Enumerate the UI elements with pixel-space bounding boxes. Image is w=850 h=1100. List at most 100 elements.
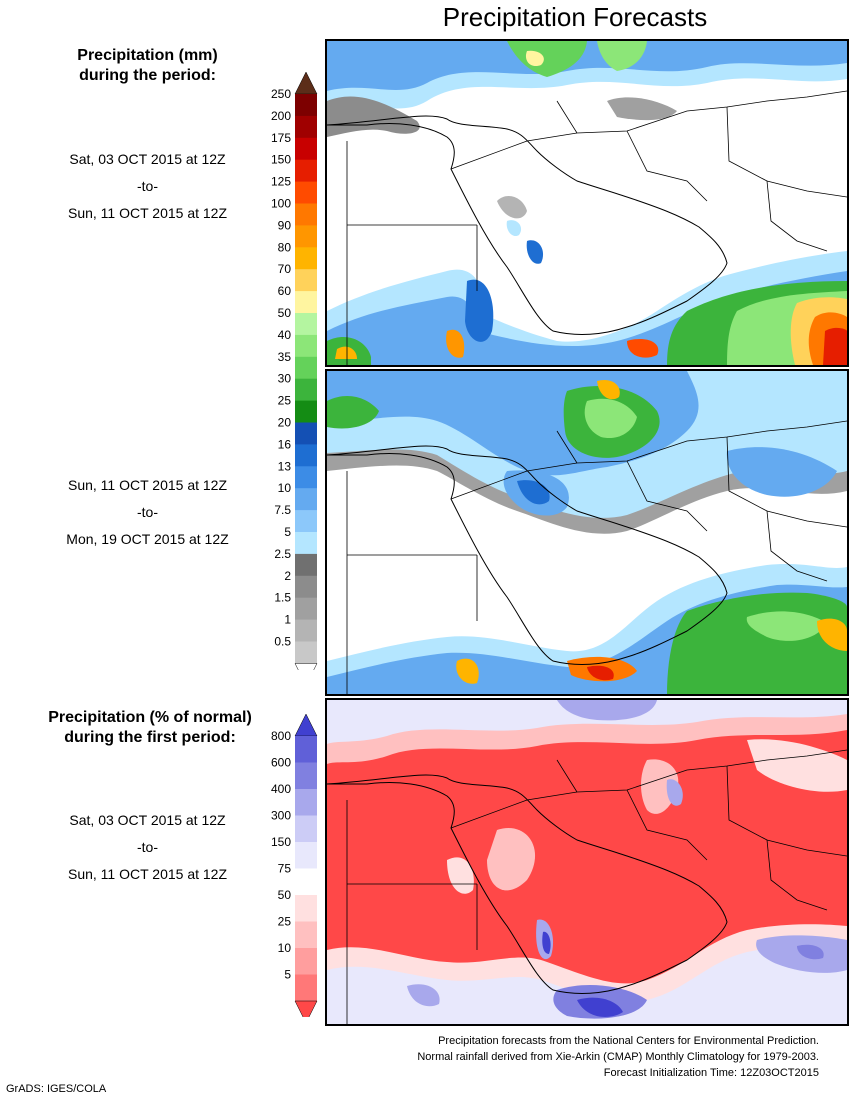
legend-tick-label: 10 (278, 941, 292, 955)
legend-swatch (295, 137, 317, 161)
legend-tick-label: 70 (278, 262, 292, 276)
legend-upper-arrow (294, 71, 318, 95)
period-to: -to- (137, 178, 158, 194)
legend-tick-label: 50 (278, 306, 292, 320)
legend-tick-label: 2.5 (274, 547, 291, 561)
legend-swatch (295, 444, 317, 467)
panel1-heading: Precipitation (mm) during the period: (30, 46, 265, 86)
precip-pct-legend: 800 600 400 300 150 75 50 25 10 5 (262, 712, 324, 1017)
panel3-heading: Precipitation (% of normal) during the f… (25, 708, 275, 748)
panel3-period: Sat, 03 OCT 2015 at 12Z -to- Sun, 11 OCT… (30, 813, 265, 894)
period-end: Sun, 11 OCT 2015 at 12Z (67, 205, 228, 221)
legend-swatch (295, 789, 317, 816)
legend-swatch (295, 356, 317, 380)
legend-tick-label: 125 (271, 175, 291, 189)
precip-map-week2 (327, 371, 847, 694)
page-title: Precipitation Forecasts (442, 2, 708, 32)
legend-swatch (295, 269, 317, 292)
legend-swatch (295, 291, 317, 314)
legend-tick-label: 0.5 (274, 635, 291, 649)
legend-tick-label: 80 (278, 240, 292, 254)
legend-swatch (295, 974, 317, 1002)
panel1-heading-line2: during the period: (79, 67, 216, 84)
panel3-heading-line2: during the first period: (64, 729, 236, 746)
legend-swatch (295, 94, 317, 117)
legend-swatch (295, 736, 317, 763)
period-start: Sun, 11 OCT 2015 at 12Z (67, 477, 228, 493)
legend-swatch (295, 334, 317, 358)
legend-swatch (295, 488, 317, 511)
software-credit: GrADS: IGES/COLA (6, 1083, 107, 1095)
panel1-heading-line1: Precipitation (mm) (77, 47, 218, 64)
footer-notes: Precipitation forecasts from the Nationa… (417, 1033, 819, 1081)
legend-tick-label: 75 (278, 862, 292, 876)
footer-line-init: Forecast Initialization Time: 12Z03OCT20… (603, 1067, 819, 1079)
legend-tick-label: 800 (271, 729, 291, 743)
legend-tick-label: 1.5 (274, 591, 291, 605)
legend-tick-label: 1 (284, 613, 291, 627)
legend-swatch (295, 378, 317, 401)
legend-tick-label: 35 (278, 350, 292, 364)
legend-tick-label: 100 (271, 197, 291, 211)
legend-tick-label: 150 (271, 835, 291, 849)
legend-swatch (295, 868, 317, 896)
legend-tick-label: 200 (271, 109, 291, 123)
legend-swatch (295, 181, 317, 204)
period-start: Sat, 03 OCT 2015 at 12Z (69, 151, 226, 167)
legend-swatch (295, 225, 317, 248)
period-to: -to- (137, 504, 158, 520)
legend-tick-label: 50 (278, 888, 292, 902)
precip-pct-colorbar: 800 600 400 300 150 75 50 25 10 5 (271, 713, 318, 1017)
legend-swatch (295, 510, 317, 533)
legend-swatch (295, 575, 317, 599)
precip-map-week1 (327, 41, 847, 365)
period-end: Mon, 19 OCT 2015 at 12Z (66, 531, 229, 547)
legend-swatch (295, 762, 317, 790)
legend-swatch (295, 619, 317, 642)
legend-tick-label: 600 (271, 756, 291, 770)
precip-percent-map (327, 700, 847, 1024)
legend-tick-label: 13 (278, 459, 292, 473)
map-panel-week2 (325, 369, 849, 696)
legend-tick-label: 25 (278, 915, 292, 929)
legend-tick-label: 16 (278, 437, 292, 451)
panel2-period: Sun, 11 OCT 2015 at 12Z -to- Mon, 19 OCT… (30, 478, 265, 559)
legend-swatch (295, 553, 317, 577)
legend-swatch (295, 948, 317, 975)
legend-swatch (295, 597, 317, 620)
legend-tick-label: 30 (278, 372, 292, 386)
legend-tick-label: 7.5 (274, 503, 291, 517)
legend-swatch (295, 641, 317, 664)
legend-lower-arrow (294, 1000, 318, 1017)
legend-swatch (295, 815, 317, 843)
legend-swatch (295, 203, 317, 226)
legend-swatch (295, 159, 317, 182)
legend-tick-label: 300 (271, 809, 291, 823)
legend-swatch (295, 115, 317, 139)
legend-tick-label: 20 (278, 416, 292, 430)
legend-tick-label: 2 (284, 569, 291, 583)
legend-tick-label: 90 (278, 218, 292, 232)
legend-tick-label: 175 (271, 131, 291, 145)
legend-tick-label: 25 (278, 394, 292, 408)
legend-tick-label: 250 (271, 87, 291, 101)
legend-tick-label: 40 (278, 328, 292, 342)
legend-swatch (295, 921, 317, 949)
period-to: -to- (137, 839, 158, 855)
period-start: Sat, 03 OCT 2015 at 12Z (69, 812, 226, 828)
panel3-heading-line1: Precipitation (% of normal) (48, 709, 252, 726)
legend-swatch (295, 247, 317, 270)
footer-line-normal: Normal rainfall derived from Xie-Arkin (… (417, 1051, 819, 1063)
legend-lower-arrow (294, 663, 318, 670)
panel1-period: Sat, 03 OCT 2015 at 12Z -to- Sun, 11 OCT… (30, 152, 265, 233)
legend-swatch (295, 466, 317, 489)
legend-tick-label: 150 (271, 153, 291, 167)
legend-swatch (295, 422, 317, 445)
footer-line-source: Precipitation forecasts from the Nationa… (438, 1035, 819, 1047)
legend-swatch (295, 400, 317, 423)
legend-upper-arrow (294, 713, 318, 737)
precip-mm-colorbar: 2502001751501251009080706050403530252016… (271, 71, 318, 670)
map-panel-percent-normal (325, 698, 849, 1026)
legend-tick-label: 5 (284, 968, 291, 982)
map-panel-week1 (325, 39, 849, 367)
